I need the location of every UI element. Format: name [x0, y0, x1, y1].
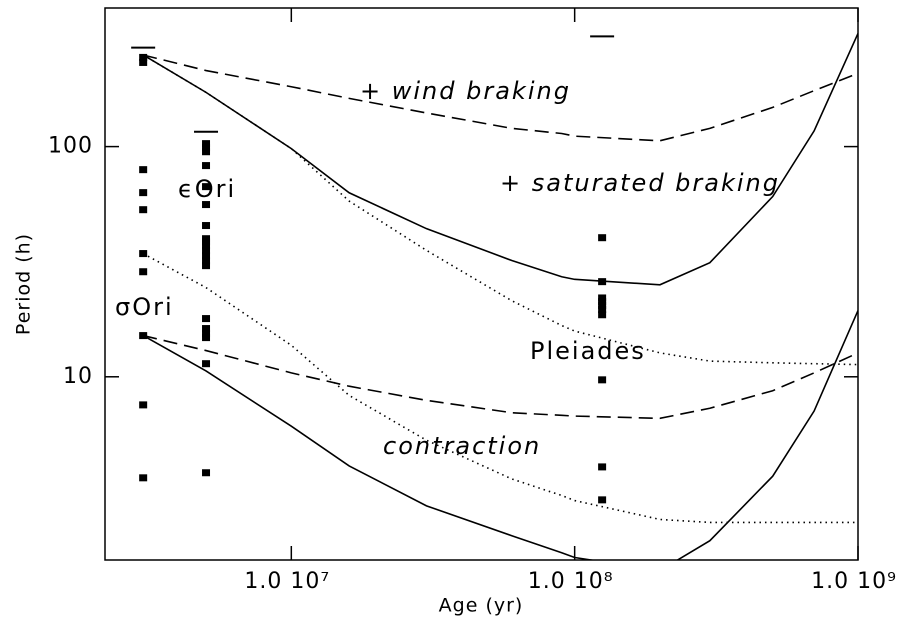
- data-point: [202, 183, 211, 191]
- data-point: [598, 294, 607, 302]
- data-point: [139, 268, 148, 276]
- data-point: [202, 360, 211, 368]
- curve: [142, 54, 858, 366]
- data-point: [598, 306, 607, 314]
- curve: [142, 33, 858, 286]
- data-point: [202, 334, 211, 342]
- data-point: [202, 148, 211, 156]
- data-point: [598, 463, 607, 471]
- data-point: [139, 189, 148, 197]
- plot-area: [131, 33, 858, 560]
- data-point: [202, 469, 211, 477]
- data-point: [202, 315, 211, 323]
- data-point: [598, 278, 607, 286]
- data-point: [598, 302, 607, 310]
- data-point: [202, 242, 211, 250]
- x-tick-label: 1.0 10⁷: [244, 569, 330, 594]
- data-point: [598, 298, 607, 306]
- curve: [142, 252, 858, 524]
- data-point: [139, 53, 148, 61]
- data-point: [202, 144, 211, 152]
- annotation: σOri: [115, 293, 174, 321]
- data-point: [202, 238, 211, 246]
- data-point: [202, 252, 211, 260]
- y-axis-label: Period (h): [13, 233, 35, 335]
- plot-frame: [104, 7, 859, 561]
- data-point: [202, 162, 211, 170]
- annotation: Pleiades: [530, 337, 646, 365]
- x-tick-label: 1.0 10⁹: [811, 569, 897, 594]
- annotation: contraction: [383, 432, 541, 460]
- annotation: + saturated braking: [500, 169, 780, 197]
- data-point: [202, 257, 211, 265]
- data-point: [202, 201, 211, 209]
- x-tick-label: 1.0 10⁸: [528, 569, 614, 594]
- data-point: [598, 311, 607, 319]
- data-point: [202, 140, 211, 148]
- x-axis-label: Age (yr): [439, 595, 524, 617]
- data-point: [139, 58, 148, 66]
- curve: [142, 310, 858, 560]
- data-point: [202, 247, 211, 255]
- data-point: [139, 250, 148, 258]
- data-point: [202, 325, 211, 333]
- curve: [142, 334, 858, 420]
- data-point: [598, 234, 607, 242]
- data-point: [598, 496, 607, 504]
- data-point: [202, 262, 211, 270]
- data-point: [139, 206, 148, 214]
- data-point: [202, 222, 211, 230]
- data-point: [139, 166, 148, 174]
- curve: [142, 54, 858, 142]
- data-point: [139, 401, 148, 409]
- data-point: [139, 332, 148, 340]
- y-tick-label: 10: [63, 364, 93, 389]
- annotation: + wind braking: [360, 77, 571, 105]
- annotation: ϵOri: [178, 175, 236, 203]
- data-point: [202, 330, 211, 338]
- data-point: [139, 474, 148, 482]
- y-tick-label: 100: [48, 134, 93, 159]
- data-point: [598, 376, 607, 384]
